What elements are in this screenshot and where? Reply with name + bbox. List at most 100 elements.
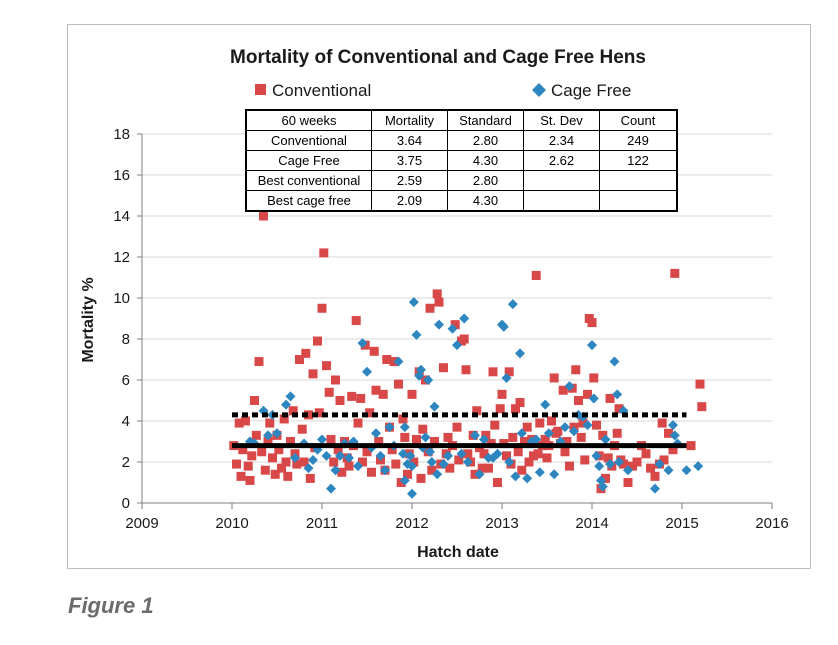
point-conventional [254,357,264,367]
point-cage-free [501,372,512,383]
table-row: Cage Free 3.75 4.30 2.62 122 [245,150,678,171]
point-conventional [317,303,327,313]
table-row: Best conventional 2.59 2.80 [245,170,678,191]
point-conventional [250,396,259,405]
point-cage-free [456,448,467,459]
point-conventional [347,391,357,401]
point-conventional [553,426,563,436]
point-conventional [365,408,375,418]
point-cage-free [479,434,489,445]
table-cell: Conventional [245,130,372,151]
point-cage-free [399,475,410,486]
point-conventional [583,389,592,399]
point-conventional [542,453,552,463]
point-conventional [508,432,518,442]
point-cage-free [549,469,560,480]
point-cage-free [612,389,623,400]
point-conventional [238,445,248,455]
point-cage-free [335,450,345,461]
point-conventional [412,434,421,444]
point-conventional [520,437,529,446]
point-cage-free [447,323,458,334]
point-conventional [403,469,412,479]
point-cage-free [452,340,462,351]
point-conventional [260,465,270,475]
stats-table: 60 weeks Mortality Standard St. Dev Count Con… [245,109,678,212]
table-cell: Mortality [371,109,448,131]
x-tick-label: 2014 [575,515,608,532]
legend-marker-cage-free [532,83,546,97]
table-cell: 2.59 [371,170,448,191]
point-conventional [301,348,311,358]
point-conventional [601,473,610,483]
point-conventional [549,373,559,383]
point-conventional [382,355,392,364]
point-cage-free [380,465,390,476]
point-conventional [274,445,284,455]
x-axis-label: Hatch date [417,544,499,561]
point-cage-free [263,430,273,441]
point-conventional [574,396,583,405]
table-cell: 249 [599,130,678,151]
point-conventional [265,418,275,428]
point-cage-free [609,356,620,367]
point-conventional [646,463,655,473]
point-cage-free [425,446,435,457]
point-conventional [430,437,439,446]
point-conventional [322,361,331,371]
point-cage-free [650,483,660,494]
y-tick-label: 12 [113,249,130,266]
point-conventional [353,418,363,428]
point-conventional [369,346,379,356]
point-conventional [459,334,469,344]
point-cage-free [594,461,605,472]
x-tick-label: 2013 [485,515,518,532]
point-cage-free [600,434,611,445]
point-conventional [481,430,491,440]
point-cage-free [564,381,575,392]
point-conventional [304,410,313,420]
point-conventional [587,318,597,328]
table-cell: Count [599,109,678,131]
point-conventional [241,416,250,426]
point-conventional [511,404,520,414]
legend-label-conventional: Conventional [272,81,371,100]
table-cell: 122 [599,150,678,171]
point-cage-free [515,348,525,359]
point-cage-free [531,434,542,445]
point-conventional [356,393,366,403]
point-conventional [504,367,514,377]
point-cage-free [308,454,318,465]
point-cage-free [423,375,434,385]
point-conventional [659,455,669,465]
point-conventional [695,379,705,389]
point-conventional [452,422,462,432]
point-conventional [283,471,293,481]
point-cage-free [614,457,624,467]
point-conventional [614,404,624,414]
point-conventional [580,455,590,465]
point-conventional [686,441,696,451]
point-cage-free [353,461,363,472]
point-cage-free [507,299,518,310]
point-conventional [632,457,642,467]
point-conventional [605,393,615,403]
table-cell: Cage Free [245,150,372,171]
point-conventional [292,459,302,469]
point-conventional [668,445,678,455]
y-tick-label: 0 [122,495,130,512]
point-cage-free [357,338,368,349]
x-tick-label: 2009 [125,515,158,532]
point-conventional [351,316,361,326]
point-cage-free [429,401,440,412]
point-cage-free [582,420,593,431]
x-tick-label: 2015 [665,515,698,532]
point-cage-free [426,457,437,467]
point-cage-free [462,457,473,467]
point-cage-free [504,457,515,467]
table-cell: 4.30 [447,150,524,171]
table-cell [523,170,600,191]
point-conventional [358,457,367,467]
point-conventional [387,445,397,455]
tick-labels: 0 2 4 6 8 10 12 14 16 18 2009 2010 2011 2012 2013 2014 2… [113,126,788,532]
